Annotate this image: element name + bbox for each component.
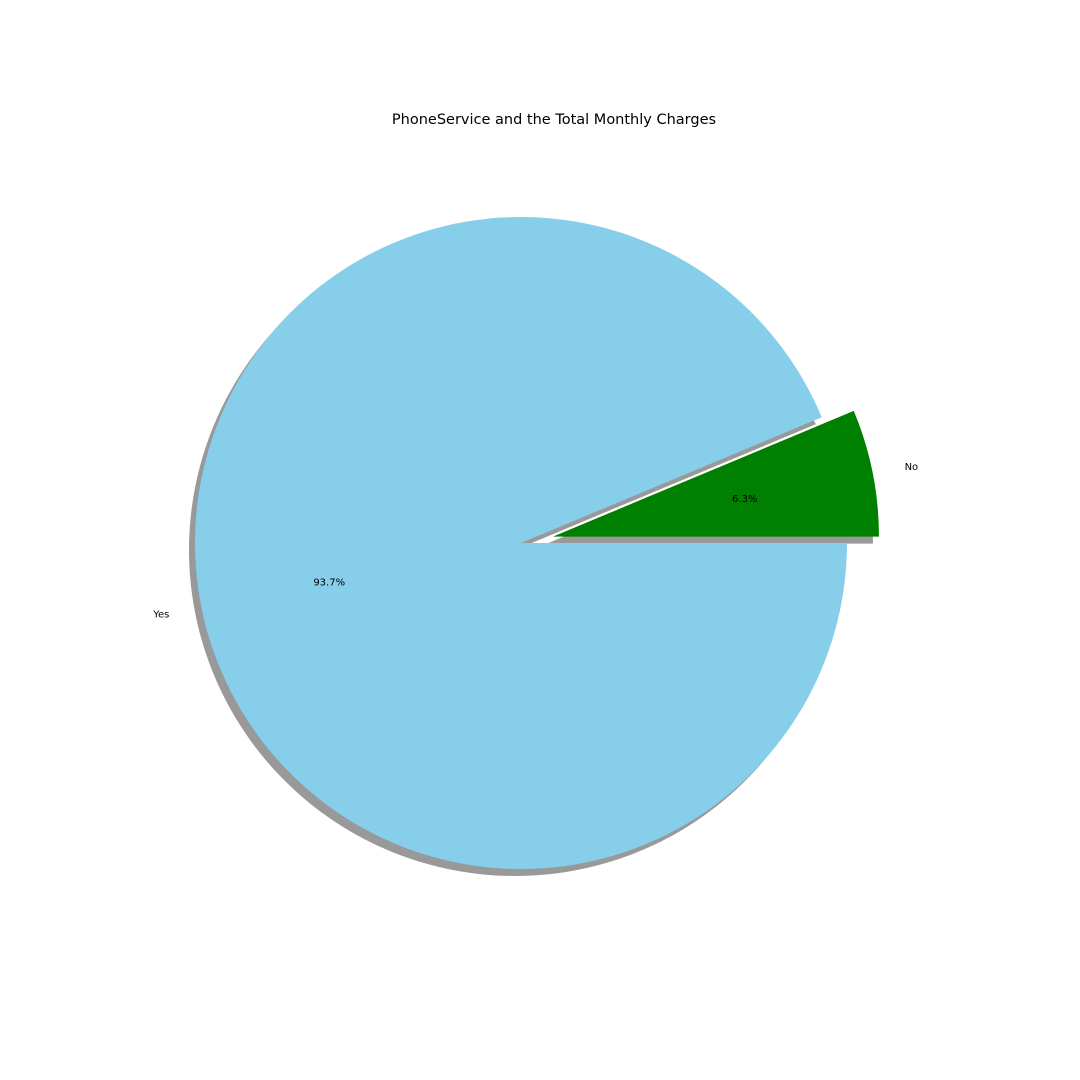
chart-title: PhoneService and the Total Monthly Charg…: [392, 112, 716, 128]
pie-labels: No 6.3% Yes 93.7%: [152, 462, 918, 620]
slice-label-no: No: [905, 462, 919, 473]
pie-slices: [195, 217, 879, 870]
slice-yes: [195, 217, 848, 870]
slice-label-yes: Yes: [152, 610, 169, 621]
slice-percent-yes: 93.7%: [313, 577, 345, 588]
slice-percent-no: 6.3%: [732, 494, 757, 505]
slice-no: [552, 410, 879, 537]
